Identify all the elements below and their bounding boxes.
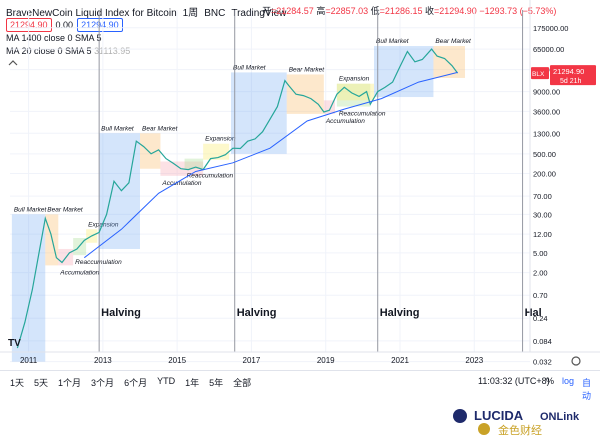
symbol-tag: BLX bbox=[532, 71, 545, 78]
y-tick-label: 2.00 bbox=[533, 269, 548, 278]
range-1d[interactable]: 1天 bbox=[10, 378, 25, 388]
last-price-label: 21294.90 bbox=[553, 67, 584, 76]
x-tick-label: 2023 bbox=[465, 356, 483, 365]
range-all[interactable]: 全部 bbox=[233, 378, 252, 388]
region-accum bbox=[323, 100, 335, 114]
region-label: Accumulation bbox=[325, 118, 365, 125]
watermark: LUCIDA ONLink 金色财经 bbox=[450, 404, 598, 437]
scale-options: % log 自动 bbox=[546, 376, 600, 402]
watermark-sub-text: 金色财经 bbox=[498, 423, 542, 436]
y-tick-label: 3600.00 bbox=[533, 107, 560, 116]
settings-gear-icon[interactable] bbox=[571, 356, 581, 366]
y-tick-label: 70.00 bbox=[533, 192, 552, 201]
region-label: Reaccumulation bbox=[339, 111, 386, 118]
y-tick-label: 175000.00 bbox=[533, 24, 568, 33]
y-tick-label: 5.00 bbox=[533, 249, 548, 258]
range-5y[interactable]: 5年 bbox=[209, 378, 224, 388]
ohlc-readout: 开=21284.57 高=22857.03 低=21286.15 收=21294… bbox=[262, 6, 557, 16]
region-label: Expansion bbox=[339, 76, 370, 83]
range-5d[interactable]: 5天 bbox=[34, 378, 49, 388]
y-tick-label: 0.70 bbox=[533, 291, 548, 300]
last-price-box bbox=[550, 65, 596, 86]
buy-price-button[interactable]: 21294.90 bbox=[77, 18, 123, 32]
region-label: Reaccumulation bbox=[75, 259, 122, 266]
y-tick-label: 12.00 bbox=[533, 230, 552, 239]
platform-label: TradingView bbox=[231, 8, 287, 19]
x-tick-label: 2017 bbox=[243, 356, 261, 365]
region-bear bbox=[433, 46, 465, 78]
y-tick-label: 0.032 bbox=[533, 358, 552, 367]
halving-label: Halving bbox=[101, 307, 141, 319]
price-chart[interactable]: Bull Market Bear MarketAccumulationReaccu… bbox=[0, 0, 600, 370]
y-tick-label: 200.00 bbox=[533, 170, 556, 179]
range-1y[interactable]: 1年 bbox=[185, 378, 200, 388]
region-bear bbox=[286, 74, 324, 114]
y-tick-label: 500.00 bbox=[533, 150, 556, 159]
region-bull bbox=[231, 72, 287, 154]
halving-label: Hal bbox=[525, 307, 542, 319]
tradingview-logo: TV bbox=[8, 338, 21, 349]
y-tick-label: 0.24 bbox=[533, 314, 548, 323]
price-series-line bbox=[16, 48, 459, 349]
range-1m[interactable]: 1个月 bbox=[58, 378, 82, 388]
symbol-tag-box bbox=[531, 67, 549, 80]
region-label: Bull Market bbox=[376, 38, 410, 45]
region-label: Expansion bbox=[205, 136, 236, 143]
auto-scale-toggle[interactable]: 自动 bbox=[582, 378, 592, 401]
indicator-value: 31113.95 bbox=[94, 46, 131, 56]
halving-label: Halving bbox=[237, 307, 277, 319]
region-bear bbox=[140, 133, 161, 169]
countdown-label: 5d 21h bbox=[560, 78, 582, 85]
y-tick-label: 1300.00 bbox=[533, 129, 560, 138]
region-expansion bbox=[336, 83, 374, 101]
log-scale-toggle[interactable]: log bbox=[562, 376, 575, 386]
region-label: Reaccumulation bbox=[187, 173, 234, 180]
indicator-label: MA 20 close 0 SMA 5 bbox=[6, 46, 92, 56]
region-bull bbox=[374, 46, 434, 98]
spread-value: 0.00 bbox=[55, 20, 74, 30]
range-selector: 1天 5天 1个月 3个月 6个月 YTD 1年 5年 全部 bbox=[10, 376, 251, 389]
region-label: Bear Market bbox=[435, 38, 472, 45]
y-tick-label: 9000.00 bbox=[533, 88, 560, 97]
halving-label: Halving bbox=[380, 307, 420, 319]
exchange-label: BNC bbox=[204, 8, 226, 19]
x-tick-label: 2013 bbox=[94, 356, 112, 365]
y-tick-label: 30.00 bbox=[533, 210, 552, 219]
region-reaccum bbox=[184, 158, 204, 169]
collapse-indicators-icon[interactable] bbox=[8, 59, 18, 67]
region-label: Bull Market bbox=[101, 125, 135, 132]
x-tick-label: 2011 bbox=[20, 356, 38, 365]
watermark-extra-text: ONLink bbox=[540, 411, 580, 423]
region-reaccum bbox=[336, 83, 371, 107]
region-label: Accumulation bbox=[59, 269, 99, 276]
y-tick-label: 65000.00 bbox=[533, 45, 564, 54]
region-label: Bear Market bbox=[289, 66, 326, 73]
range-3m[interactable]: 3个月 bbox=[91, 378, 115, 388]
range-ytd[interactable]: YTD bbox=[157, 376, 176, 386]
chart-clock[interactable]: 11:03:32 (UTC+8) bbox=[478, 376, 550, 386]
interval-label[interactable]: 1周 bbox=[182, 8, 199, 19]
percent-scale-toggle[interactable]: % bbox=[546, 376, 555, 386]
region-label: Bull Market bbox=[14, 206, 48, 213]
indicator-label: MA 1400 close 0 SMA 5 bbox=[6, 33, 102, 43]
y-tick-label: 0.084 bbox=[533, 337, 552, 346]
symbol-title[interactable]: BraveNewCoin Liquid Index for Bitcoin bbox=[6, 8, 177, 19]
x-tick-label: 2021 bbox=[391, 356, 409, 365]
indicator-row-ma-long[interactable]: MA 1400 close 0 SMA 5 bbox=[6, 33, 102, 43]
symbol-title-row: BraveNewCoin Liquid Index for Bitcoin 1周 B… bbox=[6, 4, 292, 19]
region-label: Expansion bbox=[88, 221, 119, 228]
indicator-row-ma-short[interactable]: MA 20 close 0 SMA 5 31113.95 bbox=[6, 46, 130, 56]
chart-footer: 1天 5天 1个月 3个月 6个月 YTD 1年 5年 全部 11:03:32 … bbox=[0, 370, 600, 401]
ma-series-line bbox=[83, 71, 458, 259]
region-label: Bull Market bbox=[233, 64, 267, 71]
watermark-logo-text: LUCIDA bbox=[474, 408, 524, 423]
x-tick-label: 2015 bbox=[168, 356, 186, 365]
region-label: Bear Market bbox=[142, 125, 179, 132]
region-bull bbox=[11, 214, 46, 362]
region-bull bbox=[99, 133, 140, 249]
x-tick-label: 2019 bbox=[317, 356, 335, 365]
range-6m[interactable]: 6个月 bbox=[124, 378, 148, 388]
region-label: Bear Market bbox=[47, 206, 84, 213]
region-label: Accumulation bbox=[161, 180, 201, 187]
